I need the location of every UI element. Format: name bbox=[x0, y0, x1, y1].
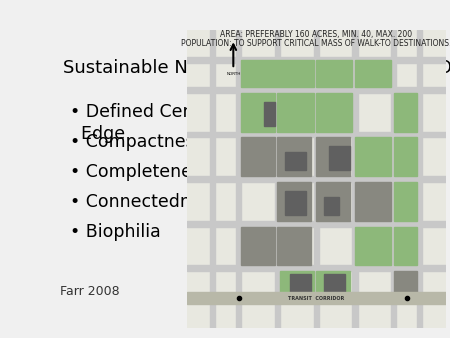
Bar bbox=[316, 182, 350, 221]
Text: AREA: PREFERABLY 160 ACRES, MIN. 40, MAX. 200: AREA: PREFERABLY 160 ACRES, MIN. 40, MAX… bbox=[220, 30, 412, 40]
Bar bbox=[241, 93, 274, 131]
Bar bbox=[394, 182, 417, 221]
Bar bbox=[355, 182, 391, 221]
Bar bbox=[355, 60, 391, 87]
Bar bbox=[285, 191, 306, 215]
Bar bbox=[316, 60, 352, 87]
Bar bbox=[355, 227, 391, 265]
Bar bbox=[285, 152, 306, 170]
Bar bbox=[187, 87, 446, 93]
Bar bbox=[352, 30, 358, 328]
Text: • Compactness: • Compactness bbox=[70, 133, 204, 151]
Bar bbox=[274, 30, 280, 328]
Bar bbox=[187, 265, 446, 271]
Bar bbox=[324, 197, 339, 215]
Bar bbox=[241, 227, 274, 265]
Bar bbox=[187, 176, 446, 182]
Bar bbox=[316, 138, 350, 176]
Bar bbox=[277, 138, 311, 176]
Bar bbox=[314, 30, 319, 328]
Bar bbox=[324, 274, 345, 292]
Bar bbox=[394, 138, 417, 176]
Bar bbox=[394, 227, 417, 265]
Bar bbox=[187, 221, 446, 227]
Bar bbox=[265, 102, 274, 126]
Text: NORTH: NORTH bbox=[226, 72, 240, 76]
Bar bbox=[316, 271, 350, 295]
Bar bbox=[316, 93, 352, 131]
Bar bbox=[241, 60, 314, 87]
Text: TRANSIT  CORRIDOR: TRANSIT CORRIDOR bbox=[288, 296, 344, 300]
Bar bbox=[329, 146, 350, 170]
Bar bbox=[355, 138, 391, 176]
Bar bbox=[290, 274, 311, 292]
Text: Farr 2008: Farr 2008 bbox=[60, 285, 119, 298]
Text: • Biophilia: • Biophilia bbox=[70, 223, 161, 241]
Text: Sustainable Neighborhood Diagram (Farr/Oberholtzer/Schaller): Sustainable Neighborhood Diagram (Farr/O… bbox=[63, 59, 450, 77]
Text: • Completeness: • Completeness bbox=[70, 163, 211, 181]
Bar bbox=[236, 30, 241, 328]
Bar bbox=[187, 131, 446, 138]
Bar bbox=[241, 138, 274, 176]
Text: bettercities.net: bettercities.net bbox=[306, 285, 401, 298]
Bar bbox=[394, 271, 417, 295]
Bar bbox=[277, 227, 311, 265]
Bar bbox=[391, 30, 396, 328]
Bar bbox=[277, 182, 311, 221]
Bar bbox=[187, 57, 446, 63]
Bar bbox=[187, 292, 446, 304]
Bar bbox=[417, 30, 422, 328]
Bar bbox=[277, 93, 314, 131]
Text: • Defined Center &
  Edge: • Defined Center & Edge bbox=[70, 103, 238, 143]
Text: POPULATION: TO SUPPORT CRITICAL MASS OF WALK-TO DESTINATIONS.: POPULATION: TO SUPPORT CRITICAL MASS OF … bbox=[181, 39, 450, 48]
Bar bbox=[394, 93, 417, 131]
Bar bbox=[187, 295, 446, 301]
Bar bbox=[210, 30, 215, 328]
Text: • Connectedness: • Connectedness bbox=[70, 193, 220, 211]
Bar bbox=[280, 271, 314, 295]
